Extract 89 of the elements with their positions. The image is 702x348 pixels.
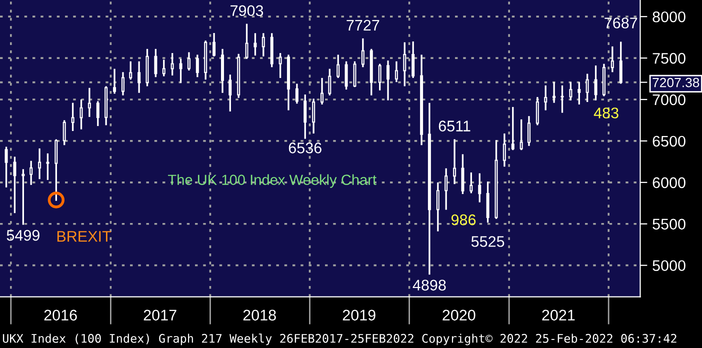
- candlestick: [511, 106, 514, 150]
- candlestick: [312, 98, 316, 134]
- annotation: 986: [451, 214, 476, 226]
- candlestick: [403, 42, 406, 86]
- annotation: 483: [594, 108, 618, 118]
- annotation: 7903: [230, 5, 264, 16]
- candlestick: [453, 139, 456, 184]
- y-tick-label: 6500: [652, 136, 686, 147]
- candlestick: [154, 48, 158, 78]
- candlestick: [196, 54, 199, 78]
- candlestick: [138, 61, 141, 93]
- y-tick-label: 8000: [652, 11, 686, 22]
- candlestick: [594, 66, 598, 100]
- candlestick: [187, 52, 190, 70]
- candlestick: [170, 53, 174, 76]
- candlestick: [4, 146, 8, 188]
- candlestick: [278, 53, 282, 78]
- candlestick: [361, 38, 364, 68]
- candlestick: [254, 33, 257, 56]
- candlestick: [262, 33, 265, 56]
- candlestick: [162, 60, 166, 76]
- candlestick: [96, 101, 100, 126]
- y-tick-label: 5000: [652, 260, 686, 272]
- candlestick: [30, 160, 33, 185]
- candlestick: [336, 54, 340, 78]
- annotation: 5525: [471, 236, 504, 247]
- candlestick: [320, 78, 324, 104]
- y-tick-label: 7000: [652, 94, 686, 106]
- candlestick: [80, 99, 83, 130]
- candlestick: [295, 84, 298, 104]
- candlestick: [212, 32, 216, 56]
- candlestick: [113, 68, 116, 94]
- candlestick: [527, 116, 530, 146]
- candlestick: [328, 68, 332, 96]
- candlestick: [486, 182, 490, 223]
- annotation: 7687: [604, 18, 638, 28]
- annotation: BREXIT: [57, 231, 111, 242]
- candlestick: [394, 61, 398, 82]
- candlestick: [461, 154, 464, 194]
- candlestick: [62, 120, 66, 146]
- candlestick: [412, 41, 415, 78]
- candlestick: [22, 169, 25, 225]
- annotation: 6536: [288, 142, 322, 154]
- y-tick-label: 7500: [652, 52, 686, 64]
- candlestick: [179, 58, 182, 83]
- x-tick-label: 2021: [542, 310, 575, 321]
- candlestick: [520, 119, 523, 150]
- candlestick: [436, 182, 440, 232]
- candlestick: [304, 94, 307, 139]
- x-tick-label: 2019: [342, 310, 376, 321]
- candlestick: [444, 168, 448, 210]
- candlestick: [245, 24, 248, 59]
- candlestick: [560, 85, 564, 113]
- candlestick: [71, 102, 74, 132]
- annotation: 5499: [6, 230, 40, 241]
- candlestick: [569, 82, 572, 100]
- candlestick: [121, 72, 124, 96]
- annotation: 7727: [346, 20, 380, 30]
- candlestick: [353, 61, 356, 88]
- candlestick: [13, 156, 16, 214]
- x-tick-label: 2016: [44, 310, 77, 321]
- annotation: 6511: [438, 120, 470, 132]
- candlestick: [586, 74, 589, 102]
- annotation: 4898: [412, 280, 446, 291]
- candlestick: [610, 46, 614, 72]
- candlestick: [552, 82, 556, 103]
- candlestick: [378, 64, 382, 90]
- x-tick-label: 2017: [144, 310, 176, 321]
- candlestick: [129, 61, 132, 80]
- candlestick: [619, 42, 622, 84]
- candlestick: [544, 85, 548, 110]
- candlestick: [228, 74, 232, 112]
- y-tick-label: 7207.38: [652, 78, 700, 88]
- candlestick: [88, 88, 91, 117]
- candlestick: [536, 97, 539, 126]
- candlestick: [470, 172, 473, 194]
- text: The UK 100 Index Weekly Chart: [168, 174, 376, 188]
- x-tick-label: 2018: [243, 310, 276, 321]
- candlestick: [386, 60, 390, 100]
- text: UKX Index (100 Index) Graph 217 Weekly 26FEB2017-25FEB2022 Copyright© 2022 25-Feb-2022 06:37:42: [2, 334, 676, 346]
- y-tick-label: 5500: [652, 218, 686, 230]
- x-tick-label: 2020: [442, 310, 476, 321]
- candlestick: [502, 133, 506, 167]
- candlestick: [478, 173, 482, 202]
- candlestick: [344, 61, 348, 90]
- candlestick: [46, 153, 50, 180]
- candlestick: [38, 148, 42, 180]
- y-tick-label: 6000: [652, 177, 686, 188]
- candlestick: [578, 82, 581, 104]
